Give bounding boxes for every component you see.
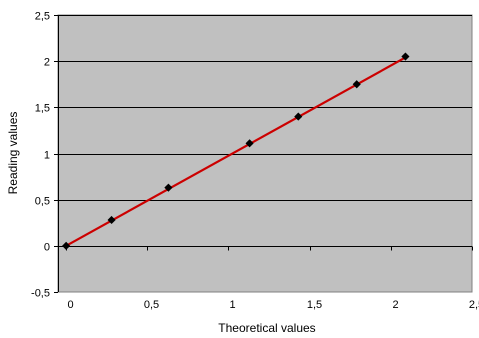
y-tick-label: 2 bbox=[44, 57, 50, 69]
y-tick-label: 0,5 bbox=[35, 196, 50, 208]
data-point bbox=[245, 139, 254, 148]
data-point bbox=[107, 215, 116, 225]
data-points bbox=[62, 52, 410, 250]
data-point bbox=[164, 183, 173, 192]
y-tick-label: 2,5 bbox=[35, 11, 50, 23]
trendline-layer bbox=[65, 56, 406, 247]
x-tick-label: 2,5 bbox=[469, 299, 479, 311]
x-tick-label: 1 bbox=[229, 299, 235, 311]
axes bbox=[54, 15, 473, 293]
y-tick-label: 1 bbox=[44, 150, 50, 162]
data-point bbox=[401, 52, 410, 61]
y-tick-label: -0,5 bbox=[31, 288, 50, 300]
trendline bbox=[65, 56, 406, 247]
y-axis-title: Reading values bbox=[6, 112, 20, 195]
tick-labels: -0,5 0 0,5 1 1,5 2 2,5 0 0,5 1 1,5 2 2,5 bbox=[31, 11, 479, 312]
x-tick-label: 2 bbox=[392, 299, 398, 311]
x-axis-title: Theoretical values bbox=[218, 321, 315, 335]
data-point bbox=[294, 112, 303, 121]
x-tick-label: 0 bbox=[67, 299, 73, 311]
y-tick-label: 0 bbox=[44, 242, 50, 254]
y-tick-label: 1,5 bbox=[35, 103, 50, 115]
x-tick-label: 1,5 bbox=[307, 299, 322, 311]
data-point bbox=[62, 241, 71, 250]
x-tick-label: 0,5 bbox=[144, 299, 159, 311]
data-point bbox=[352, 80, 361, 89]
plot-area bbox=[57, 14, 473, 293]
